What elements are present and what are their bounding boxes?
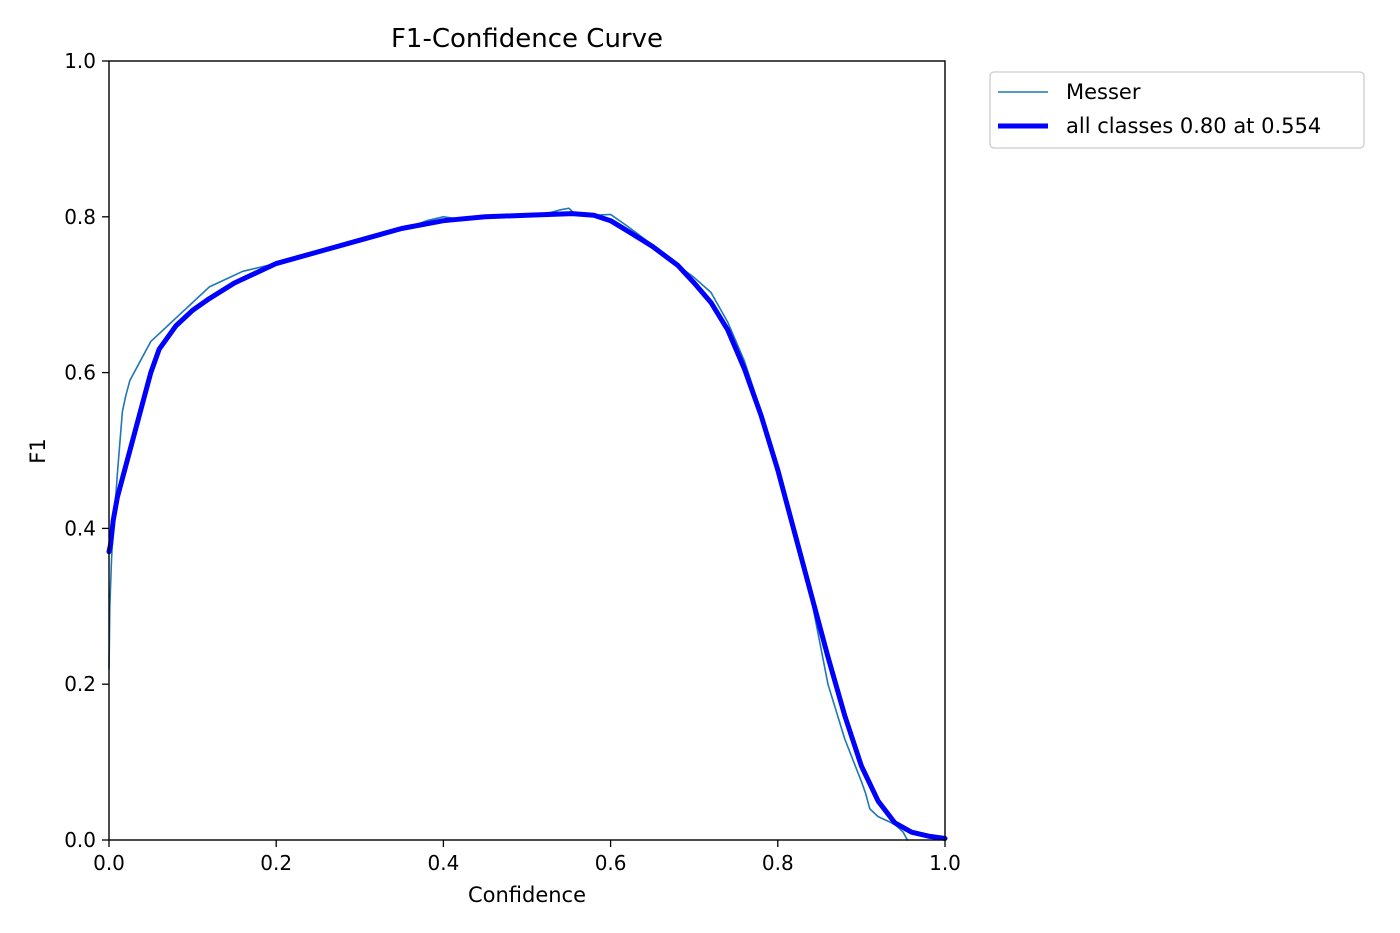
legend: Messer all classes 0.80 at 0.554 bbox=[989, 71, 1365, 149]
y-axis-label: F1 bbox=[26, 438, 50, 463]
y-tick-label: 1.0 bbox=[64, 49, 96, 73]
x-tick-label: 0.0 bbox=[93, 851, 125, 875]
y-tick-label: 0.6 bbox=[64, 361, 96, 385]
x-axis-label: Confidence bbox=[468, 883, 586, 907]
plot-area bbox=[106, 60, 948, 841]
legend-box bbox=[989, 71, 1365, 149]
plot-frame bbox=[108, 60, 946, 841]
plot-background bbox=[109, 61, 945, 840]
x-tick-label: 0.8 bbox=[762, 851, 794, 875]
x-tick-label: 0.2 bbox=[260, 851, 292, 875]
y-axis: 0.0 0.2 0.4 0.6 0.8 1.0 bbox=[64, 49, 109, 852]
y-tick-label: 0.8 bbox=[64, 205, 96, 229]
x-tick-label: 0.6 bbox=[595, 851, 627, 875]
x-tick-label: 1.0 bbox=[929, 851, 961, 875]
x-tick-label: 0.4 bbox=[427, 851, 459, 875]
y-tick-label: 0.0 bbox=[64, 828, 96, 852]
series-layer bbox=[106, 207, 948, 841]
chart-title: F1-Confidence Curve bbox=[391, 24, 663, 54]
legend-label-messer: Messer bbox=[1066, 80, 1141, 104]
x-axis: 0.0 0.2 0.4 0.6 0.8 1.0 bbox=[93, 840, 961, 875]
legend-label-all-classes: all classes 0.80 at 0.554 bbox=[1066, 114, 1321, 138]
series-line-all-classes bbox=[106, 211, 948, 841]
y-tick-label: 0.4 bbox=[64, 516, 96, 540]
y-tick-label: 0.2 bbox=[64, 672, 96, 696]
